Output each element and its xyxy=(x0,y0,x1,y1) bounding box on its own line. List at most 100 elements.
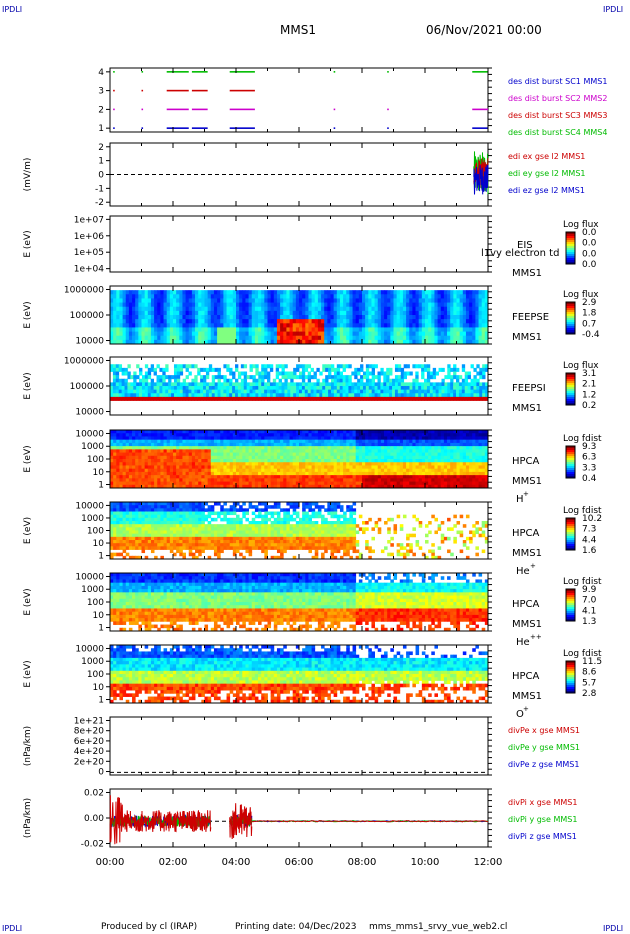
spectrogram-cell xyxy=(425,475,429,479)
spectrogram-cell xyxy=(273,455,278,460)
spectrogram xyxy=(110,290,489,345)
spectrogram-cell xyxy=(462,310,467,316)
spectrogram-cell xyxy=(409,433,413,437)
spectrogram-cell xyxy=(217,439,221,444)
spectrogram-cell xyxy=(169,439,174,444)
spectrogram-cell xyxy=(226,455,231,460)
spectrogram-cell xyxy=(469,335,473,341)
spectrogram-cell xyxy=(276,315,281,320)
spectrogram-cell xyxy=(330,315,335,320)
spectrogram-cell xyxy=(173,452,177,457)
spectrogram-cell xyxy=(213,478,218,482)
spectrogram-cell xyxy=(169,433,174,437)
spectrogram-cell xyxy=(286,310,290,316)
spectrogram-cell xyxy=(217,298,221,303)
spectrogram-cell xyxy=(459,484,464,489)
spectrogram-cell xyxy=(185,459,190,463)
spectrogram-cell xyxy=(330,310,335,316)
spectrogram-cell xyxy=(261,367,265,372)
spectrogram-cell xyxy=(339,302,344,308)
spectrogram-cell xyxy=(384,452,388,457)
spectrogram-cell xyxy=(472,446,476,450)
spectrogram-cell xyxy=(147,371,152,376)
spectrogram-cell xyxy=(402,310,407,316)
spectrogram-cell xyxy=(194,393,198,398)
spectrogram-cell xyxy=(286,449,290,453)
spectrogram-cell xyxy=(232,331,237,337)
spectrogram-cell xyxy=(110,389,114,394)
spectrogram-cell xyxy=(396,468,401,473)
spectrogram-cell xyxy=(450,389,454,394)
spectrogram-cell xyxy=(421,371,425,376)
spectrogram-cell xyxy=(182,439,186,444)
spectrogram-cell xyxy=(302,319,306,324)
spectrogram-cell xyxy=(226,331,231,337)
spectrogram-cell xyxy=(232,442,237,447)
spectrogram-cell xyxy=(396,465,401,470)
spectrogram-cell xyxy=(314,323,319,328)
spectrogram-cell xyxy=(327,430,331,434)
spectrogram-cell xyxy=(426,367,431,372)
spectrogram-cell xyxy=(406,339,410,345)
spectrogram-cell xyxy=(349,302,353,308)
spectrogram-cell xyxy=(336,436,341,441)
spectrogram-cell xyxy=(325,375,329,380)
spectrogram-cell xyxy=(147,319,152,324)
spectrogram-cell xyxy=(393,484,398,489)
spectrogram-cell xyxy=(133,393,137,398)
spectrogram-cell xyxy=(207,468,212,473)
spectrogram-cell xyxy=(412,436,416,441)
spectrogram-cell xyxy=(333,319,338,324)
spectrogram-cell xyxy=(138,306,142,312)
spectrogram-cell xyxy=(428,439,432,444)
spectrogram-cell xyxy=(128,484,133,489)
spectrogram-cell xyxy=(421,306,426,312)
spectrogram-cell xyxy=(352,436,357,441)
spectrogram-cell xyxy=(226,475,231,479)
spectrogram-cell xyxy=(333,302,338,308)
spectrogram-cell xyxy=(380,371,384,376)
spectrogram-cell xyxy=(380,393,384,398)
spectrogram-cell xyxy=(311,459,316,463)
spectrogram-cell xyxy=(440,430,445,434)
spectrogram-cell xyxy=(239,459,243,463)
spectrogram-cell xyxy=(150,446,155,450)
spectrogram-cell xyxy=(214,375,218,380)
spectrogram-cell xyxy=(133,389,137,394)
spectrogram-cell xyxy=(229,382,233,387)
spectrogram-cell xyxy=(384,339,388,345)
spectrogram-cell xyxy=(122,319,127,324)
spectrogram-cell xyxy=(412,396,416,401)
spectrogram-cell xyxy=(150,396,155,401)
spectrogram-cell xyxy=(122,335,127,341)
spectrogram-cell xyxy=(275,389,280,394)
spectrogram-cell xyxy=(485,364,489,369)
spectrogram-cell xyxy=(141,449,146,453)
spectrogram-cell xyxy=(450,478,454,482)
spectrogram-cell xyxy=(185,315,190,320)
spectrogram-cell xyxy=(292,433,297,437)
spectrogram-cell xyxy=(462,465,467,470)
spectrogram-cell xyxy=(384,446,388,450)
spectrogram-cell xyxy=(447,468,451,473)
spectrogram-cell xyxy=(374,462,379,466)
spectrogram-cell xyxy=(343,439,347,444)
spectrogram-cell xyxy=(119,339,123,345)
spectrogram-cell xyxy=(333,459,338,463)
spectrogram-cell xyxy=(267,382,271,387)
spectrogram-cell xyxy=(475,475,479,479)
spectrogram-cell xyxy=(176,306,180,312)
spectrogram-cell xyxy=(223,396,227,401)
spectrogram-cell xyxy=(267,302,272,308)
spectrogram-cell xyxy=(171,382,175,387)
spectrogram-cell xyxy=(270,310,275,316)
spectrogram-cell xyxy=(380,442,385,447)
spectrogram-cell xyxy=(421,302,426,308)
spectrogram-cell xyxy=(119,455,123,460)
spectrogram-cell xyxy=(236,439,240,444)
spectrogram-cell xyxy=(396,331,401,337)
spectrogram-cell xyxy=(236,452,240,457)
burst-interval xyxy=(229,71,255,73)
spectrogram-cell xyxy=(346,475,350,479)
spectrogram-cell xyxy=(374,294,379,299)
